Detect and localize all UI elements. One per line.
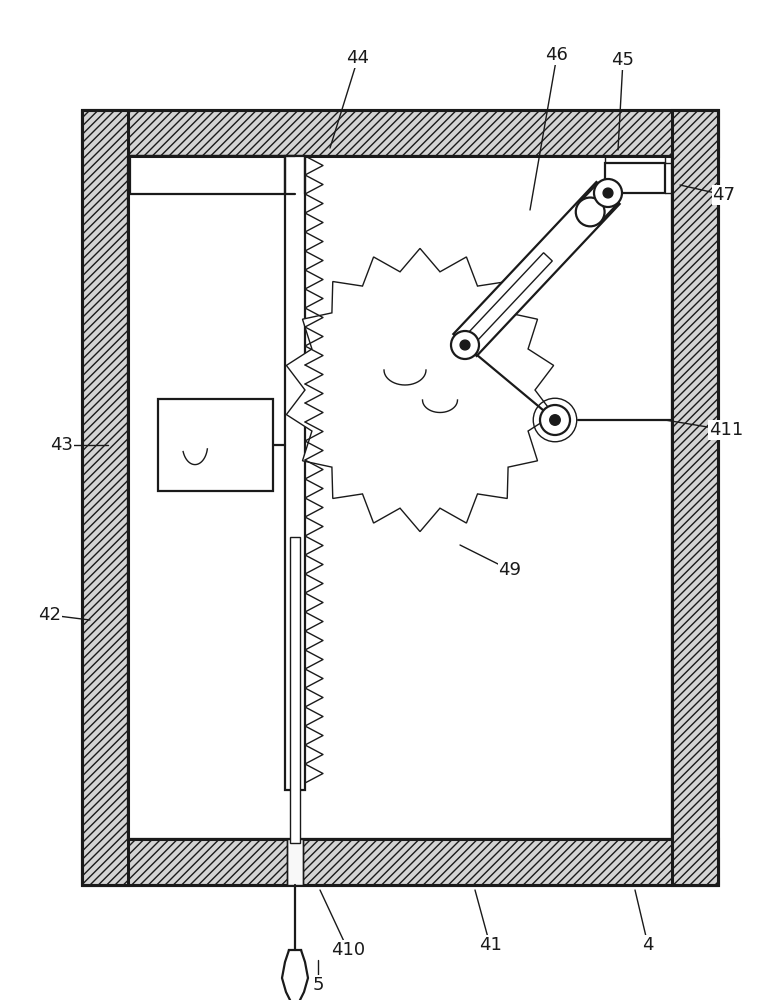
Bar xyxy=(82,110,128,885)
Text: 4: 4 xyxy=(642,936,654,954)
Circle shape xyxy=(460,340,470,350)
Circle shape xyxy=(550,415,560,425)
Bar xyxy=(672,110,718,885)
Polygon shape xyxy=(580,183,618,222)
Bar xyxy=(605,163,665,193)
Circle shape xyxy=(603,188,613,198)
Text: 410: 410 xyxy=(331,941,365,959)
Text: 44: 44 xyxy=(347,49,369,67)
Bar xyxy=(285,156,305,790)
Text: 42: 42 xyxy=(39,606,61,624)
Polygon shape xyxy=(461,253,553,349)
Circle shape xyxy=(594,179,622,207)
Circle shape xyxy=(576,198,604,226)
Polygon shape xyxy=(454,182,620,356)
Text: 46: 46 xyxy=(546,46,568,64)
Text: 5: 5 xyxy=(312,976,324,994)
Text: 49: 49 xyxy=(498,561,522,579)
Text: 41: 41 xyxy=(478,936,502,954)
Text: 411: 411 xyxy=(709,421,743,439)
Text: 45: 45 xyxy=(611,51,635,69)
Bar xyxy=(287,839,303,885)
Bar xyxy=(82,110,718,156)
Bar xyxy=(82,839,718,885)
Polygon shape xyxy=(286,248,553,532)
Circle shape xyxy=(540,405,570,435)
Circle shape xyxy=(451,331,479,359)
Text: 43: 43 xyxy=(50,436,74,454)
Text: 47: 47 xyxy=(713,186,735,204)
Bar xyxy=(290,537,300,843)
Bar xyxy=(158,399,273,491)
